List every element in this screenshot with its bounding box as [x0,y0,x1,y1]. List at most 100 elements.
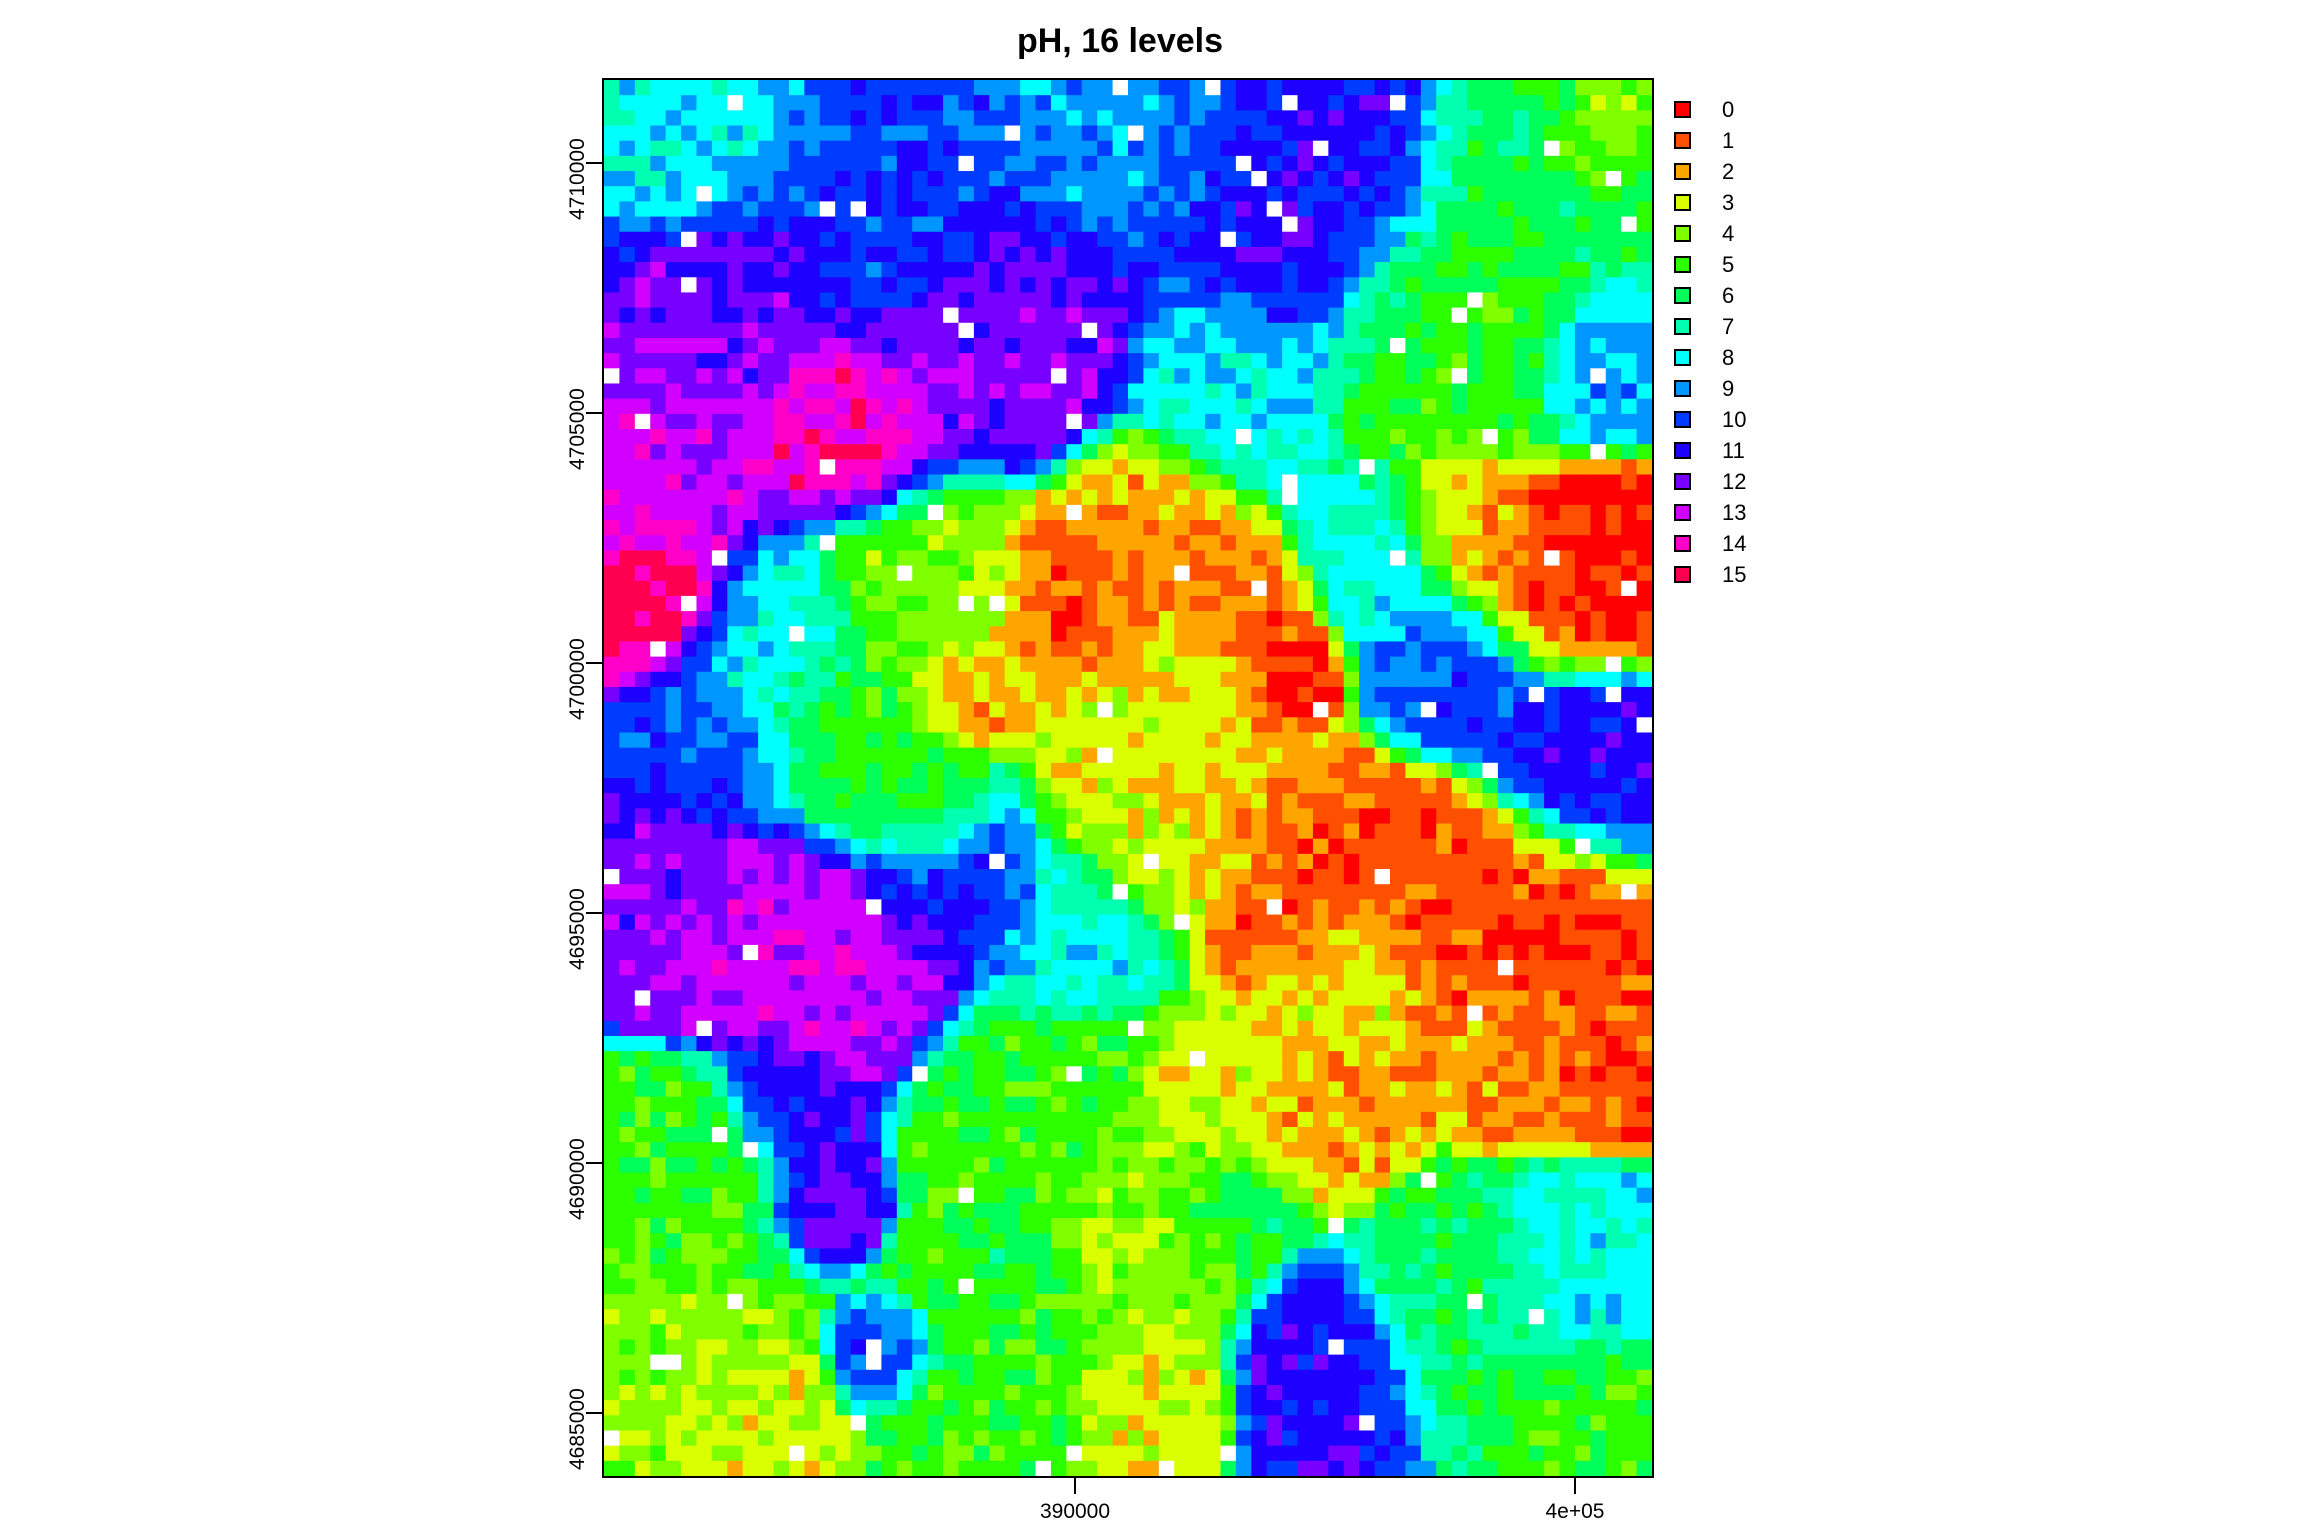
raster-cell [989,1142,1006,1158]
raster-cell [1359,474,1376,491]
raster-cell [1158,580,1175,597]
raster-cell [1513,747,1530,764]
raster-cell [1066,838,1083,855]
raster-cell [1482,262,1499,278]
raster-cell [1066,1142,1083,1158]
raster-cell [727,535,744,551]
raster-cell [1050,383,1067,400]
raster-cell [1143,444,1160,460]
raster-cell [835,1111,852,1128]
raster-cell [1343,671,1360,688]
raster-cell [1621,171,1638,187]
raster-cell [711,641,728,658]
raster-cell [881,975,898,992]
raster-cell [1266,595,1283,612]
raster-cell [1328,277,1345,294]
raster-cell [1559,580,1576,597]
raster-cell [804,1127,821,1143]
raster-cell [650,368,667,385]
raster-cell [850,474,867,491]
raster-cell [1451,1142,1468,1158]
raster-cell [650,186,667,202]
raster-cell [1081,125,1098,142]
raster-cell [819,520,836,536]
raster-cell [1143,277,1160,294]
raster-cell [1482,762,1499,779]
raster-cell [1559,140,1576,157]
raster-cell [1359,899,1376,916]
raster-cell [758,914,775,931]
raster-cell [1420,823,1437,840]
raster-cell [1050,838,1067,855]
raster-cell [1020,853,1037,870]
raster-cell [619,171,636,187]
raster-cell [1559,550,1576,567]
raster-cell [1621,110,1638,127]
raster-cell [1359,231,1376,248]
raster-cell [727,337,744,354]
raster-cell [819,1051,836,1067]
raster-cell [835,322,852,339]
raster-cell [1158,869,1175,885]
raster-cell [1205,155,1222,172]
raster-cell [1636,246,1652,263]
raster-cell [1189,899,1206,916]
raster-cell [1235,1081,1252,1098]
raster-cell [1158,383,1175,400]
raster-cell [881,504,898,521]
raster-cell [604,990,621,1007]
raster-cell [1405,444,1422,460]
raster-cell [1220,975,1237,992]
raster-cell [1513,216,1530,233]
raster-cell [989,1157,1006,1174]
raster-cell [804,80,821,96]
raster-cell [989,520,1006,536]
raster-cell [881,565,898,582]
raster-cell [989,732,1006,749]
raster-cell [1436,307,1453,324]
raster-cell [1081,1020,1098,1037]
raster-cell [1451,975,1468,992]
raster-cell [1235,292,1252,309]
raster-cell [1189,671,1206,688]
raster-cell [989,292,1006,309]
raster-cell [881,793,898,809]
raster-cell [1035,762,1052,779]
raster-cell [896,337,913,354]
raster-cell [1513,125,1530,142]
raster-cell [1081,231,1098,248]
raster-cell [773,80,790,96]
raster-cell [1297,1142,1314,1158]
raster-cell [1158,125,1175,142]
raster-cell [650,686,667,703]
raster-cell [696,322,713,339]
raster-cell [619,1157,636,1174]
raster-cell [1574,899,1591,916]
raster-cell [1544,262,1561,278]
raster-cell [650,155,667,172]
raster-cell [650,1020,667,1037]
raster-cell [1035,823,1052,840]
raster-cell [1189,1066,1206,1083]
raster-cell [1467,520,1484,536]
raster-cell [1559,1157,1576,1174]
raster-cell [619,929,636,946]
raster-cell [742,550,759,567]
raster-cell [989,535,1006,551]
raster-cell [850,1157,867,1174]
raster-cell [1282,595,1299,612]
raster-cell [1574,489,1591,506]
raster-cell [1174,1020,1191,1037]
raster-cell [1359,611,1376,627]
raster-cell [958,717,975,734]
raster-cell [1004,292,1021,309]
raster-cell [912,899,929,916]
raster-cell [727,823,744,840]
raster-cell [1266,110,1283,127]
raster-cell [773,231,790,248]
raster-cell [1621,1066,1638,1083]
raster-cell [758,368,775,385]
raster-cell [711,398,728,415]
raster-cell [1497,823,1514,840]
raster-cell [1451,277,1468,294]
